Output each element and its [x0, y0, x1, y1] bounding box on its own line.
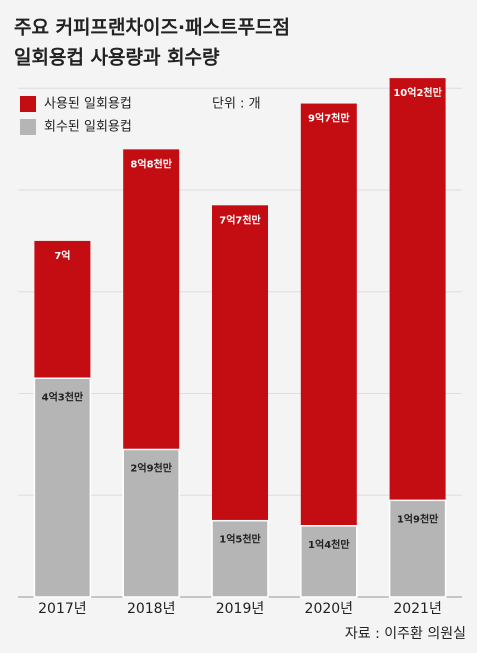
data-label: 1억5천만 [219, 533, 261, 546]
legend-swatch [20, 119, 36, 135]
data-label: 7억 [54, 250, 70, 262]
x-tick-label: 2021년 [393, 601, 442, 617]
legend-label: 사용된 일회용컵 [44, 97, 132, 112]
x-tick-label: 2020년 [305, 601, 354, 617]
chart-title: 주요 커피프랜차이즈·패스트푸드점 [14, 17, 290, 39]
data-label: 9억7천만 [308, 112, 350, 125]
data-label: 2억9천만 [130, 461, 172, 474]
data-label: 1억4천만 [308, 538, 350, 551]
bar [388, 499, 447, 598]
data-label: 4억3천만 [42, 390, 84, 403]
unit-label: 단위 : 개 [212, 97, 261, 112]
data-label: 8억8천만 [130, 157, 172, 170]
chart-title: 일회용컵 사용량과 회수량 [14, 47, 220, 69]
bar [300, 103, 357, 597]
legend-label: 회수된 일회용컵 [44, 120, 132, 135]
x-tick-label: 2019년 [216, 601, 265, 617]
legend-swatch [20, 96, 36, 112]
bar [122, 448, 180, 598]
data-label: 7억7천만 [219, 213, 261, 226]
data-label: 1억9천만 [397, 512, 439, 525]
source: 자료 : 이주환 의원실 [345, 626, 466, 642]
bar [211, 519, 269, 598]
x-tick-label: 2018년 [127, 601, 176, 617]
bar [33, 377, 92, 598]
bar [300, 525, 358, 598]
data-label: 10억2천만 [393, 86, 442, 99]
x-tick-label: 2017년 [38, 601, 87, 617]
